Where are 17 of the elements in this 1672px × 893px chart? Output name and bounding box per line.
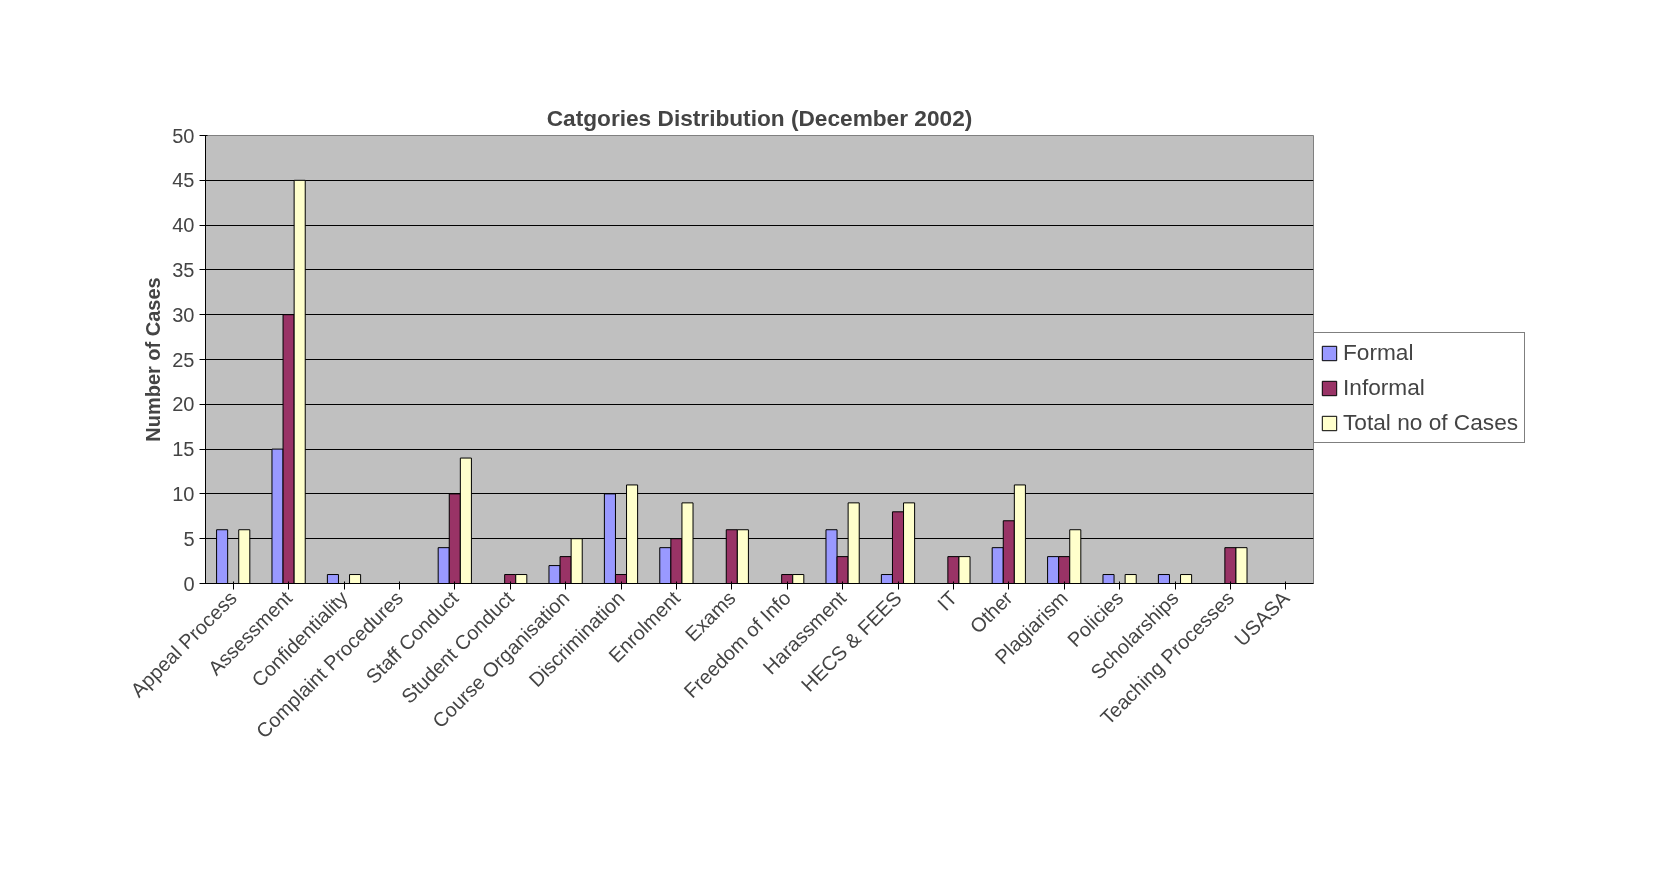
y-tick-label: 40 [172, 214, 195, 237]
x-tick-label: IT [933, 586, 962, 615]
y-tick-label: 10 [172, 482, 195, 505]
y-tick-label: 0 [183, 572, 195, 595]
y-tick-label: 35 [172, 258, 195, 281]
y-tick-label: 15 [172, 438, 195, 461]
legend-label: Formal [1343, 339, 1414, 366]
y-axis-title: Number of Cases [142, 277, 165, 442]
y-tick-label: 20 [172, 393, 195, 416]
y-tick-label: 5 [183, 527, 195, 550]
y-tick-label: 45 [172, 169, 195, 192]
legend-label: Total no of Cases [1343, 409, 1519, 436]
y-tick-label: 30 [172, 303, 195, 326]
y-tick-label: 50 [172, 124, 195, 147]
legend-label: Informal [1343, 374, 1425, 401]
y-tick-label: 25 [172, 348, 195, 371]
chart-title: Catgories Distribution (December 2002) [546, 104, 973, 131]
